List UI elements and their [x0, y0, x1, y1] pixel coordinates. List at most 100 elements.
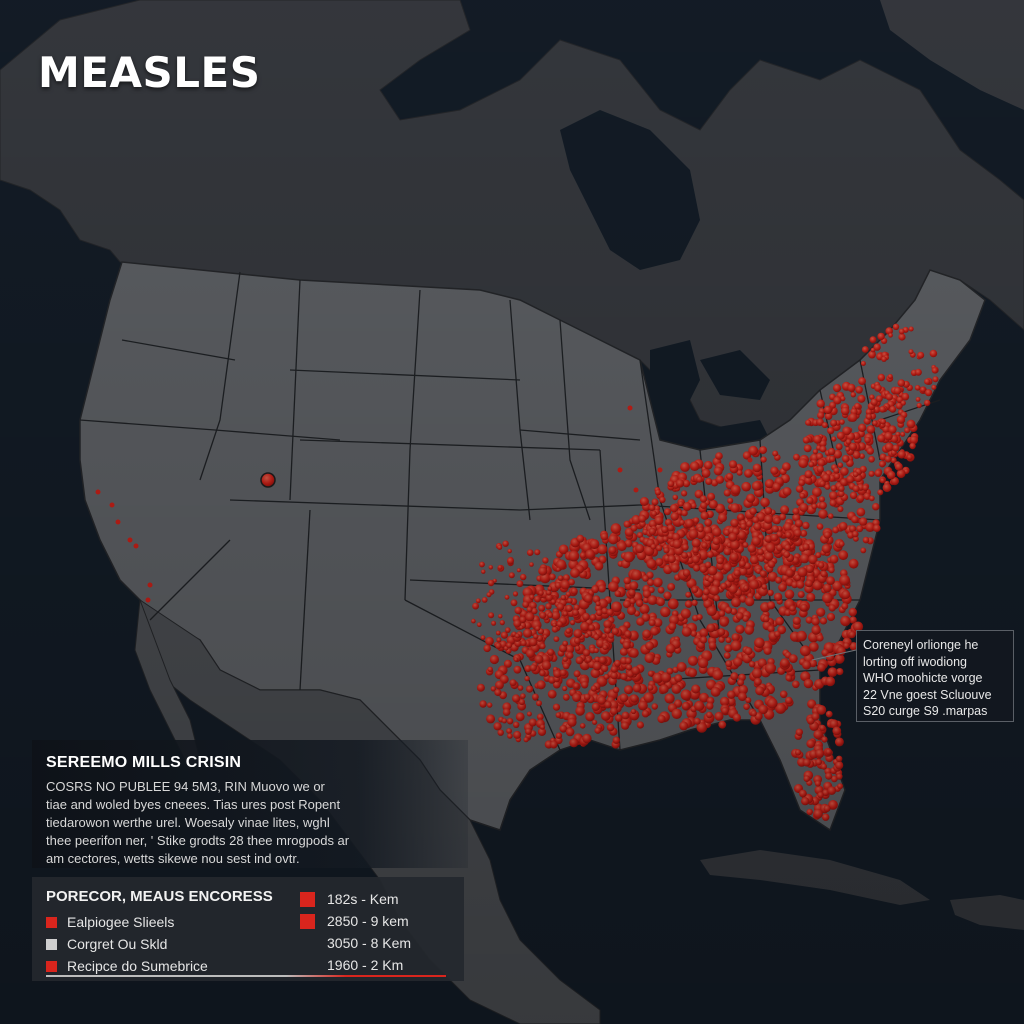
outbreak-dot — [591, 702, 601, 712]
outbreak-dot — [594, 561, 604, 571]
outbreak-dot — [744, 469, 753, 478]
outbreak-dot — [841, 590, 851, 599]
outbreak-dot — [657, 714, 666, 724]
outbreak-dot — [836, 773, 843, 780]
outbreak-dot — [565, 604, 573, 613]
outbreak-dot — [647, 670, 654, 677]
outbreak-dot — [795, 728, 803, 736]
outbreak-dot — [858, 517, 868, 526]
outbreak-dot — [515, 712, 525, 722]
outbreak-dot — [751, 668, 763, 679]
outbreak-dot — [497, 544, 503, 550]
outbreak-dot — [699, 495, 708, 503]
outbreak-dot — [514, 606, 522, 615]
outbreak-dot — [648, 504, 656, 512]
outbreak-dot — [487, 702, 493, 708]
outbreak-dot — [629, 581, 639, 590]
outbreak-dot — [675, 479, 685, 488]
outbreak-dot — [882, 483, 892, 493]
outbreak-dot — [877, 373, 885, 382]
outbreak-dot — [687, 668, 698, 678]
outbreak-dot — [724, 606, 733, 614]
callout-line: lorting off iwodiong — [863, 654, 968, 669]
outbreak-dot — [819, 724, 826, 732]
outbreak-dot — [851, 515, 859, 524]
outbreak-dot — [694, 700, 705, 712]
outbreak-dot — [764, 507, 773, 515]
outbreak-dot — [909, 442, 916, 450]
outbreak-dot — [779, 690, 788, 699]
outbreak-dot — [639, 497, 649, 506]
outbreak-dot — [543, 634, 548, 639]
outbreak-dot — [780, 505, 790, 515]
outbreak-dot — [799, 503, 809, 512]
outbreak-dot — [859, 465, 867, 473]
outbreak-dot — [730, 672, 739, 681]
outbreak-dot — [727, 497, 734, 504]
outbreak-dot — [813, 729, 823, 740]
outbreak-dot — [717, 628, 726, 636]
outbreak-dot — [817, 791, 824, 799]
outbreak-dot — [827, 667, 838, 677]
outbreak-dot — [822, 813, 830, 821]
outbreak-dot — [570, 587, 578, 595]
outbreak-dot — [855, 386, 863, 394]
outbreak-dot — [562, 656, 568, 662]
outbreak-dot — [477, 622, 482, 627]
outbreak-dot — [495, 680, 504, 690]
outbreak-dot — [857, 394, 866, 403]
outbreak-dot — [785, 674, 793, 682]
outbreak-dot — [835, 443, 843, 451]
outbreak-dot — [740, 523, 747, 530]
outbreak-dot — [802, 758, 811, 767]
outbreak-dot — [719, 617, 729, 627]
outbreak-dot — [529, 664, 537, 672]
outbreak-dot — [795, 749, 802, 756]
outbreak-dot — [914, 385, 921, 391]
outbreak-dot — [908, 349, 914, 355]
outbreak-dot — [636, 617, 645, 626]
outbreak-dot — [847, 383, 856, 392]
outbreak-dot — [582, 612, 590, 621]
info-title: SEREEMO MILLS CRISIN — [46, 754, 242, 771]
outbreak-dot — [572, 693, 582, 702]
outbreak-dot — [525, 649, 535, 658]
outbreak-dot — [534, 595, 541, 603]
outbreak-dot — [659, 684, 669, 694]
outbreak-dot — [682, 502, 692, 511]
outbreak-dot — [765, 542, 776, 553]
outbreak-dot — [648, 527, 656, 536]
outbreak-dot — [884, 431, 893, 441]
outbreak-dot — [549, 573, 556, 581]
outbreak-dot — [617, 467, 623, 473]
outbreak-dot — [512, 591, 519, 597]
outbreak-dot — [630, 708, 637, 715]
outbreak-dot — [513, 730, 522, 739]
outbreak-dot — [538, 604, 546, 612]
outbreak-dot — [509, 679, 517, 687]
outbreak-dot — [924, 399, 931, 407]
outbreak-dot — [816, 465, 824, 473]
outbreak-dot — [831, 436, 837, 442]
outbreak-dot — [604, 627, 611, 634]
outbreak-dot — [529, 594, 535, 600]
outbreak-dot — [845, 446, 851, 452]
outbreak-dot — [835, 761, 844, 770]
outbreak-dot — [517, 685, 524, 691]
outbreak-dot — [797, 567, 808, 578]
outbreak-dot — [681, 552, 688, 559]
outbreak-dot — [562, 611, 569, 617]
callout-line: S20 curge S9 .marpas — [863, 704, 988, 718]
outbreak-dot — [671, 708, 682, 719]
outbreak-dot — [745, 596, 755, 607]
outbreak-dot — [506, 728, 512, 734]
outbreak-dot — [147, 582, 153, 588]
callout-box: Coreneyl orlionge he lorting off iwodion… — [856, 630, 1014, 722]
outbreak-dot — [697, 657, 709, 669]
outbreak-dot — [627, 606, 636, 616]
outbreak-dot — [873, 524, 881, 532]
legend-swatch — [46, 960, 57, 972]
outbreak-dot — [838, 550, 849, 561]
outbreak-dot — [485, 636, 494, 646]
outbreak-dot — [585, 657, 592, 663]
